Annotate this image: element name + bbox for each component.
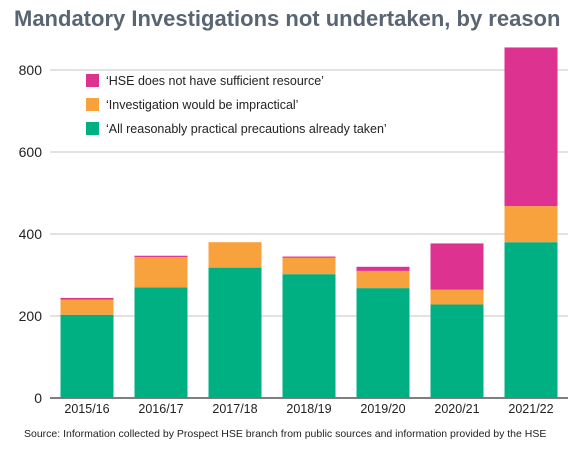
legend-swatch-0 <box>86 74 99 87</box>
y-tick-label-400: 400 <box>19 226 43 242</box>
source-note: Source: Information collected by Prospec… <box>24 428 547 440</box>
bar-segment-2017-18-s0 <box>208 267 262 398</box>
bar-segment-2015-16-s1 <box>60 299 114 315</box>
bar-segment-2017-18-s1 <box>208 242 262 268</box>
legend-label-2: ‘All reasonably practical precautions al… <box>106 122 387 136</box>
bar-segment-2020-21-s1 <box>430 289 484 305</box>
legend-swatch-1 <box>86 98 99 111</box>
bar-segment-2019-20-s2 <box>356 266 410 271</box>
bar-segment-2021-22-s1 <box>504 206 558 243</box>
x-tick-label-2019-20: 2019/20 <box>360 402 405 416</box>
bar-segment-2018-19-s0 <box>282 274 336 398</box>
x-tick-label-2016-17: 2016/17 <box>138 402 183 416</box>
y-tick-label-800: 800 <box>19 62 43 78</box>
x-tick-label-2018-19: 2018/19 <box>286 402 331 416</box>
bar-segment-2016-17-s0 <box>134 287 188 398</box>
x-tick-label-2020-21: 2020/21 <box>434 402 479 416</box>
legend-label-1: ‘Investigation would be impractical’ <box>106 98 298 112</box>
bar-segment-2021-22-s0 <box>504 242 558 398</box>
chart-title: Mandatory Investigations not undertaken,… <box>14 6 561 31</box>
legend-label-0: ‘HSE does not have sufficient resource’ <box>106 74 324 88</box>
bar-segment-2016-17-s1 <box>134 256 188 288</box>
bar-segment-2019-20-s1 <box>356 270 410 289</box>
x-tick-label-2021-22: 2021/22 <box>508 402 553 416</box>
y-tick-label-0: 0 <box>34 390 42 406</box>
bar-segment-2016-17-s2 <box>134 255 188 257</box>
bar-segment-2020-21-s2 <box>430 243 484 290</box>
x-tick-label-2015-16: 2015/16 <box>64 402 109 416</box>
bar-segment-2019-20-s0 <box>356 288 410 398</box>
bar-segment-2021-22-s2 <box>504 47 558 207</box>
bar-segment-2018-19-s1 <box>282 257 336 275</box>
bar-segment-2018-19-s2 <box>282 256 336 258</box>
bar-segment-2015-16-s2 <box>60 297 114 300</box>
bar-segment-2015-16-s0 <box>60 314 114 398</box>
legend-swatch-2 <box>86 122 99 135</box>
bar-segment-2020-21-s0 <box>430 304 484 398</box>
x-tick-label-2017-18: 2017/18 <box>212 402 257 416</box>
y-tick-label-200: 200 <box>19 308 43 324</box>
y-tick-label-600: 600 <box>19 144 43 160</box>
